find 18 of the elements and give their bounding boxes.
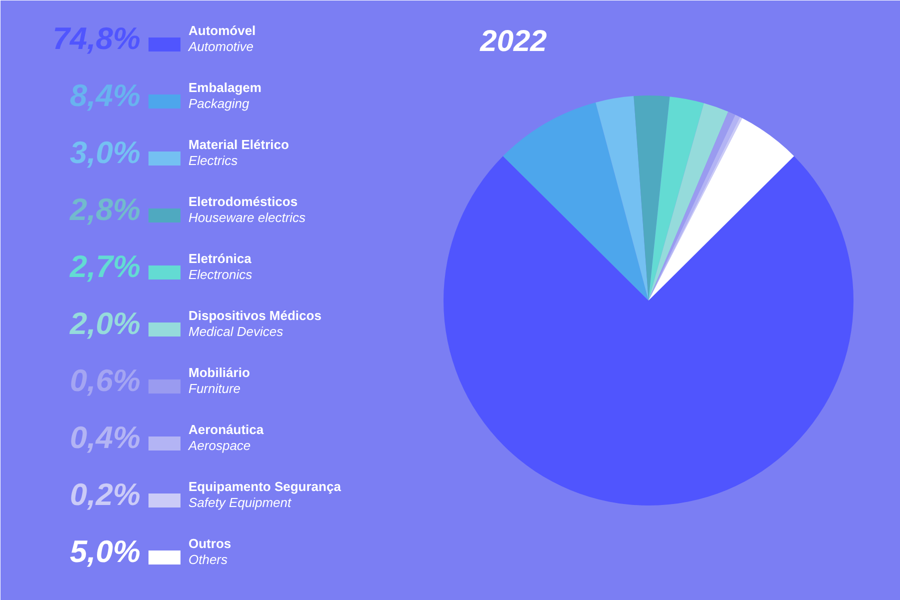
data-label: 2,0% <box>68 306 141 341</box>
data-label: 3,0% <box>70 135 141 170</box>
data-label: 5,0% <box>70 534 141 569</box>
legend-label: Dispositivos Médicos Medical Devices <box>188 308 322 339</box>
data-label: 2,7% <box>68 249 141 284</box>
chart-title: 2022 <box>479 25 548 58</box>
legend-label: Outros Others <box>188 536 232 567</box>
data-label: 2,8% <box>68 192 141 227</box>
legend-label: Material Elétrico Electrics <box>188 137 289 168</box>
legend-label: Automóvel Automotive <box>188 23 256 54</box>
legend-label: Aeronáutica Aerospace <box>188 422 264 453</box>
data-label: 0,2% <box>70 477 141 512</box>
legend-label: Mobiliário Furniture <box>188 365 250 396</box>
legend-label: Eletrónica Electronics <box>188 251 253 282</box>
legend-label: Embalagem Packaging <box>188 80 262 111</box>
legend-label: Equipamento Segurança Safety Equipment <box>188 479 342 510</box>
data-label: 0,4% <box>70 420 141 455</box>
legend-label: Eletrodomésticos Houseware electrics <box>188 194 306 225</box>
